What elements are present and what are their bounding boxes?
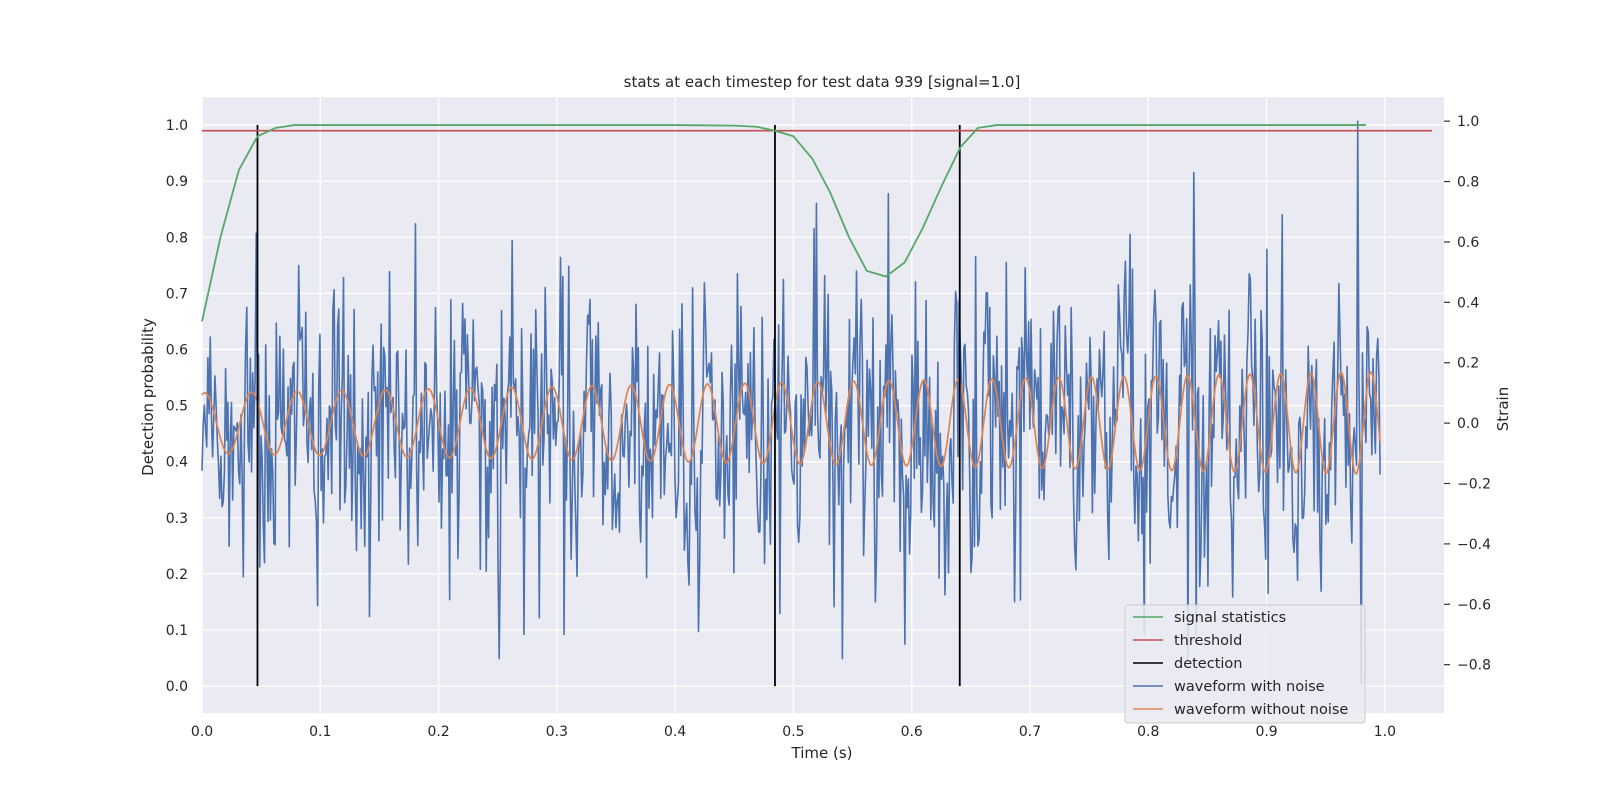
y-left-tick-label: 1.0 (166, 118, 188, 134)
legend-label-waveform-with-noise: waveform with noise (1174, 679, 1325, 695)
y-left-tick-label: 0.7 (166, 286, 188, 302)
legend-item-detection: detection (1133, 656, 1242, 672)
x-tick-label: 0.1 (309, 724, 331, 740)
legend-item-waveform-with-noise: waveform with noise (1133, 679, 1325, 695)
y-right-tick-label: −0.8 (1457, 658, 1491, 674)
series-waveform-without-noise (201, 370, 1381, 475)
y-left-tick-label: 0.5 (166, 399, 188, 415)
x-tick-label: 0.8 (1137, 724, 1159, 740)
y-left-tick-label: 0.9 (166, 174, 188, 190)
legend-item-threshold: threshold (1133, 633, 1242, 649)
x-tick-label: 0.6 (901, 724, 923, 740)
y-right-tick-label: 1.0 (1457, 114, 1479, 130)
legend-label-detection: detection (1174, 656, 1242, 672)
x-ticks: 0.0 0.1 0.2 0.3 0.4 0.5 0.6 0.7 0.8 0.9 1.0 (191, 724, 1396, 740)
x-tick-label: 0.5 (782, 724, 804, 740)
y-right-tick-label: 0.6 (1457, 235, 1479, 251)
x-tick-label: 0.0 (191, 724, 213, 740)
legend-item-signal-statistics: signal statistics (1133, 610, 1286, 626)
y-left-tick-label: 0.0 (166, 679, 188, 695)
y-left-tick-label: 0.1 (166, 623, 188, 639)
y-right-tick-label: −0.6 (1457, 597, 1491, 613)
y-right-tick-label: 0.2 (1457, 356, 1479, 372)
series-layer (201, 120, 1433, 687)
legend: signal statistics threshold detection wa… (1124, 604, 1366, 724)
x-tick-label: 0.7 (1019, 724, 1041, 740)
y-right-tick-label: 0.0 (1457, 416, 1479, 432)
legend-box (1124, 604, 1366, 724)
x-tick-label: 0.4 (664, 724, 686, 740)
y-left-tick-label: 0.4 (166, 455, 188, 471)
legend-label-threshold: threshold (1174, 633, 1242, 649)
y-right-tick-label: −0.4 (1457, 537, 1491, 553)
legend-label-waveform-without-noise: waveform without noise (1174, 702, 1348, 718)
x-tick-label: 0.3 (546, 724, 568, 740)
x-tick-label: 0.9 (1255, 724, 1277, 740)
x-tick-label: 0.2 (427, 724, 449, 740)
y-left-tick-label: 0.8 (166, 230, 188, 246)
chart-title: stats at each timestep for test data 939… (624, 73, 1021, 91)
legend-item-waveform-without-noise: waveform without noise (1133, 702, 1348, 718)
legend-label-signal-statistics: signal statistics (1174, 610, 1286, 626)
y-ticks-right: −0.8 −0.6 −0.4 −0.2 0.0 0.2 0.4 0.6 0.8 1.0 (1444, 114, 1491, 674)
series-signal-statistics (201, 124, 1366, 322)
y-axis-left-label: Detection probability (139, 318, 157, 476)
y-left-tick-label: 0.2 (166, 567, 188, 583)
x-tick-label: 1.0 (1374, 724, 1396, 740)
y-ticks-left: 0.0 0.1 0.2 0.3 0.4 0.5 0.6 0.7 0.8 0.9 1.0 (166, 118, 188, 695)
y-axis-right-label: Strain (1494, 387, 1512, 431)
y-right-tick-label: 0.4 (1457, 295, 1479, 311)
y-right-tick-label: −0.2 (1457, 477, 1491, 493)
y-right-tick-label: 0.8 (1457, 175, 1479, 191)
x-axis-label: Time (s) (791, 744, 853, 762)
y-left-tick-label: 0.3 (166, 511, 188, 527)
series-waveform-with-noise (201, 120, 1381, 684)
y-left-tick-label: 0.6 (166, 342, 188, 358)
